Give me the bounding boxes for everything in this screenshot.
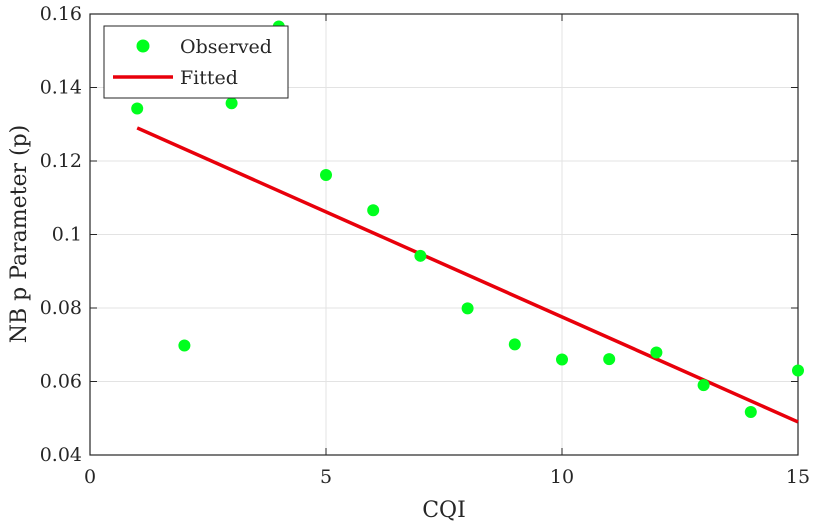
observed-point bbox=[367, 204, 380, 217]
x-tick-label: 10 bbox=[550, 466, 574, 488]
observed-point bbox=[320, 168, 332, 181]
y-tick-label: 0.14 bbox=[40, 77, 82, 99]
y-axis-title: NB p Parameter (p) bbox=[7, 125, 32, 344]
observed-point bbox=[131, 102, 144, 115]
observed-point bbox=[461, 302, 474, 315]
y-tick-label: 0.08 bbox=[40, 297, 82, 319]
fitted-line bbox=[136, 126, 799, 424]
x-tick-labels: 0 5 10 15 bbox=[84, 466, 810, 488]
observed-point bbox=[508, 338, 521, 351]
x-tick-label: 15 bbox=[786, 466, 810, 488]
observed-point bbox=[556, 353, 568, 366]
legend-label-fitted: Fitted bbox=[180, 67, 238, 89]
y-tick-label: 0.16 bbox=[40, 3, 82, 25]
legend: Observed Fitted bbox=[103, 25, 289, 99]
y-tick-label: 0.12 bbox=[40, 150, 82, 172]
legend-marker-observed bbox=[136, 39, 150, 53]
observed-point bbox=[792, 364, 804, 377]
y-tick-label: 0.1 bbox=[52, 224, 82, 246]
tick-marks bbox=[89, 13, 799, 456]
observed-point bbox=[603, 353, 616, 366]
y-tick-label: 0.04 bbox=[40, 444, 82, 466]
y-tick-label: 0.06 bbox=[40, 371, 82, 393]
legend-box bbox=[103, 25, 289, 99]
observed-point bbox=[178, 339, 191, 352]
x-axis-title: CQI bbox=[422, 498, 466, 523]
grid-lines bbox=[90, 14, 798, 455]
x-tick-label: 5 bbox=[320, 466, 332, 488]
y-tick-labels: 0.04 0.06 0.08 0.1 0.12 0.14 0.16 bbox=[40, 3, 82, 466]
observed-point bbox=[697, 379, 710, 392]
observed-point bbox=[650, 346, 663, 359]
x-tick-label: 0 bbox=[84, 466, 96, 488]
observed-point bbox=[744, 406, 757, 419]
observed-point bbox=[414, 249, 427, 262]
legend-label-observed: Observed bbox=[180, 36, 272, 58]
observed-point bbox=[225, 97, 238, 110]
